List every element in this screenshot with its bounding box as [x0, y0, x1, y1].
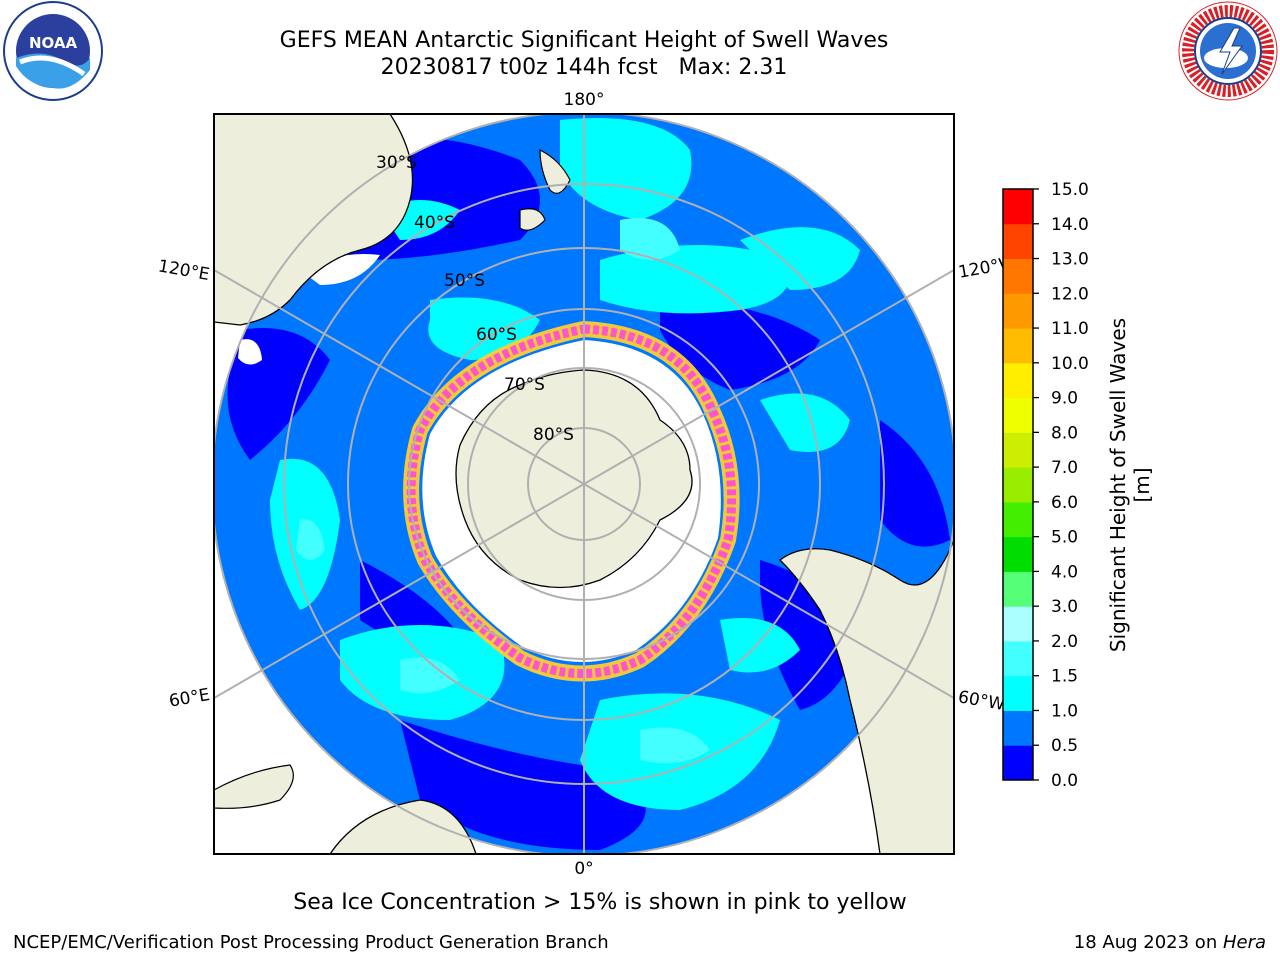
colorbar-tick-label: 14.0 [1051, 215, 1089, 235]
chart-title: GEFS MEAN Antarctic Significant Height o… [279, 28, 889, 53]
footer-date: 18 Aug 2023 on Hera [1074, 932, 1266, 953]
graticule [214, 114, 954, 854]
map-frame [213, 113, 955, 855]
colorbar-tick-label: 4.0 [1051, 562, 1078, 582]
colorbar-bin [1003, 467, 1033, 503]
noaa-logo: NOAA [3, 1, 103, 101]
colorbar-bin [1003, 745, 1033, 781]
colorbar-tick-label: 9.0 [1051, 389, 1078, 409]
colorbar-tick-label: 11.0 [1051, 319, 1089, 339]
colorbar-bin [1003, 258, 1033, 294]
colorbar-bin [1003, 362, 1033, 399]
colorbar-bin [1003, 710, 1033, 746]
colorbar-label: Significant Height of Swell Waves[m] [1106, 318, 1154, 652]
colorbar-bin [1003, 189, 1033, 225]
lat-label-60s: 60°S [476, 325, 517, 345]
lat-label-40s: 40°S [414, 213, 455, 233]
colorbar-bin [1003, 571, 1033, 607]
colorbar-tick-label: 1.0 [1051, 701, 1078, 721]
colorbar-tick-label: 8.0 [1051, 423, 1078, 443]
colorbar-tick-label: 0.5 [1051, 736, 1078, 756]
colorbar-tick-label: 0.0 [1051, 771, 1078, 791]
lat-label-30s: 30°S [376, 153, 417, 173]
lat-label-50s: 50°S [444, 271, 485, 291]
madagascar-land [214, 764, 294, 809]
colorbar-tick-label: 1.5 [1051, 667, 1078, 687]
colorbar-bin [1003, 397, 1033, 433]
colorbar-bin [1003, 536, 1033, 572]
noaa-logo-text: NOAA [29, 34, 78, 52]
colorbar-bin [1003, 293, 1033, 329]
lon-label-60w: 60°W [957, 687, 1007, 715]
colorbar-bin [1003, 328, 1033, 364]
colorbar-tick-label: 2.0 [1051, 632, 1078, 652]
nws-logo [1178, 1, 1278, 101]
latitude-labels: 30°S 40°S 50°S 60°S 70°S 80°S [376, 153, 574, 445]
colorbar-tick-label: 6.0 [1051, 493, 1078, 513]
colorbar-frame [1002, 188, 1034, 781]
colorbar: 0.0 0.5 1.0 1.5 2.0 3.0 4.0 5.0 6.0 7.0 8.0 9.0 10.0… [1002, 180, 1089, 791]
colorbar-bin [1003, 432, 1033, 468]
colorbar-bin [1003, 640, 1033, 677]
colorbar-tick-label: 15.0 [1051, 180, 1089, 200]
colorbar-bin [1003, 223, 1033, 260]
australia-land [214, 114, 414, 326]
colorbar-tick-label: 12.0 [1051, 284, 1089, 304]
colorbar-bin [1003, 501, 1033, 538]
footer-host: Hera [1222, 932, 1266, 953]
colorbar-tick-label: 10.0 [1051, 354, 1089, 374]
lon-label-120e: 120°E [157, 256, 211, 285]
colorbar-tick-label: 7.0 [1051, 458, 1078, 478]
lat-label-70s: 70°S [504, 375, 545, 395]
colorbar-tick-label: 5.0 [1051, 528, 1078, 548]
colorbar-bin [1003, 606, 1033, 642]
sea-ice-note: Sea Ice Concentration > 15% is shown in … [293, 890, 907, 915]
lon-label-0: 0° [574, 859, 593, 879]
footer-date-text: 18 Aug 2023 on [1073, 932, 1223, 953]
south-america-land [779, 539, 954, 854]
new-zealand-land [519, 149, 571, 231]
colorbar-tick-label: 3.0 [1051, 597, 1078, 617]
lat-label-80s: 80°S [533, 425, 574, 445]
lon-label-180: 180° [564, 90, 605, 110]
lon-label-60e: 60°E [168, 685, 212, 712]
footer-credit: NCEP/EMC/Verification Post Processing Pr… [13, 932, 609, 953]
chart-subtitle: 20230817 t00z 144h fcst Max: 2.31 [380, 55, 788, 80]
colorbar-tick-label: 13.0 [1051, 250, 1089, 270]
africa-land [329, 799, 477, 854]
colorbar-bin [1003, 675, 1033, 711]
